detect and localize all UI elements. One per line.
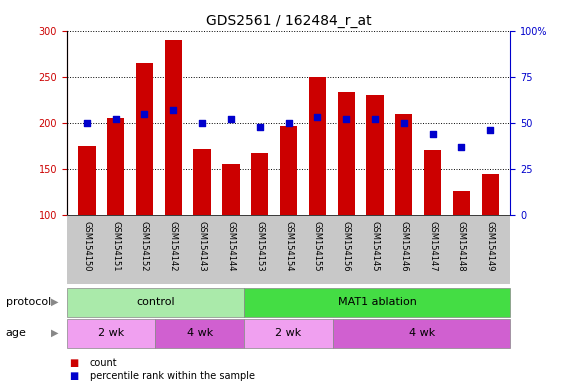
- Bar: [395, 114, 412, 215]
- Bar: [453, 191, 470, 215]
- Text: GSM154155: GSM154155: [313, 220, 322, 271]
- Text: percentile rank within the sample: percentile rank within the sample: [90, 371, 255, 381]
- Point: [485, 127, 495, 133]
- Text: GSM154153: GSM154153: [255, 220, 264, 271]
- Bar: [424, 150, 441, 215]
- Point: [82, 120, 92, 126]
- Title: GDS2561 / 162484_r_at: GDS2561 / 162484_r_at: [206, 14, 371, 28]
- Bar: [165, 40, 182, 215]
- Text: age: age: [6, 328, 27, 338]
- Bar: [309, 77, 326, 215]
- Text: GSM154147: GSM154147: [428, 220, 437, 271]
- Bar: [194, 149, 211, 215]
- Text: GSM154142: GSM154142: [169, 220, 178, 271]
- Text: ▶: ▶: [52, 297, 59, 307]
- Text: GSM154151: GSM154151: [111, 220, 120, 271]
- Point: [342, 116, 351, 122]
- Bar: [244, 319, 333, 348]
- Text: ■: ■: [70, 358, 79, 368]
- Point: [140, 111, 149, 117]
- Text: GSM154156: GSM154156: [342, 220, 351, 271]
- Bar: [338, 93, 355, 215]
- Text: GSM154148: GSM154148: [457, 220, 466, 271]
- Text: GSM154152: GSM154152: [140, 220, 149, 271]
- Text: MAT1 ablation: MAT1 ablation: [338, 297, 416, 308]
- Text: 4 wk: 4 wk: [408, 328, 435, 338]
- Point: [399, 120, 408, 126]
- Bar: [67, 288, 244, 317]
- Bar: [136, 63, 153, 215]
- Point: [457, 144, 466, 150]
- Bar: [78, 146, 96, 215]
- Point: [226, 116, 235, 122]
- Text: GSM154144: GSM154144: [226, 220, 235, 271]
- Text: GSM154150: GSM154150: [82, 220, 92, 271]
- Bar: [481, 174, 499, 215]
- Bar: [222, 164, 240, 215]
- Bar: [333, 319, 510, 348]
- Text: GSM154154: GSM154154: [284, 220, 293, 271]
- Point: [428, 131, 437, 137]
- Bar: [67, 319, 155, 348]
- Point: [371, 116, 380, 122]
- Text: ■: ■: [70, 371, 79, 381]
- Text: 2 wk: 2 wk: [276, 328, 302, 338]
- Text: GSM154149: GSM154149: [485, 220, 495, 271]
- Text: count: count: [90, 358, 118, 368]
- Text: ▶: ▶: [52, 328, 59, 338]
- Point: [284, 120, 293, 126]
- Text: protocol: protocol: [6, 297, 51, 307]
- Text: GSM154145: GSM154145: [371, 220, 379, 271]
- Text: control: control: [136, 297, 175, 308]
- Bar: [155, 319, 244, 348]
- Bar: [367, 95, 383, 215]
- Text: 4 wk: 4 wk: [187, 328, 213, 338]
- Point: [255, 124, 264, 130]
- Point: [313, 114, 322, 121]
- Point: [169, 107, 178, 113]
- Bar: [280, 126, 297, 215]
- Text: GSM154146: GSM154146: [399, 220, 408, 271]
- Point: [197, 120, 206, 126]
- Bar: [251, 153, 269, 215]
- Text: 2 wk: 2 wk: [98, 328, 124, 338]
- Bar: [244, 288, 510, 317]
- Bar: [107, 118, 124, 215]
- Text: GSM154143: GSM154143: [198, 220, 206, 271]
- Point: [111, 116, 120, 122]
